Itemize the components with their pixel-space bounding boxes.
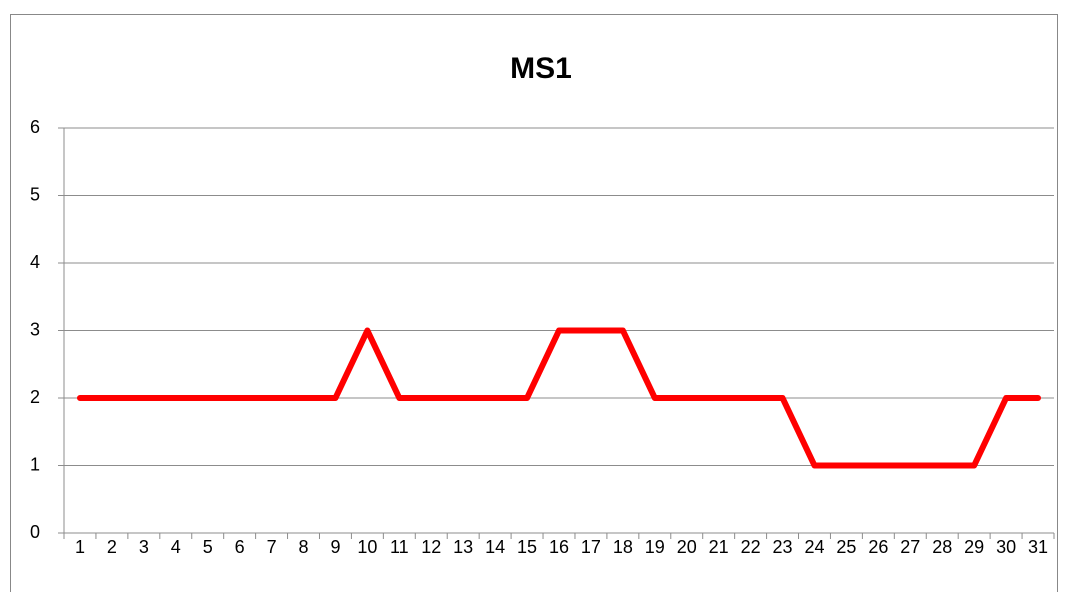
x-tick-label: 17 [581,537,601,557]
x-tick-label: 30 [996,537,1016,557]
y-tick-label: 4 [30,252,40,272]
y-tick-label: 5 [30,184,40,204]
x-tick-label: 4 [171,537,181,557]
x-tick-label: 8 [299,537,309,557]
x-tick-label: 29 [964,537,984,557]
x-tick-label: 11 [390,537,409,557]
chart-frame [10,14,1058,592]
x-tick-label: 3 [139,537,149,557]
x-tick-label: 19 [645,537,665,557]
x-tick-label: 25 [836,537,856,557]
x-tick-label: 26 [868,537,888,557]
x-tick-label: 13 [453,537,473,557]
y-tick-label: 1 [30,454,40,474]
x-tick-label: 16 [549,537,569,557]
x-tick-label: 24 [804,537,824,557]
y-tick-label: 6 [30,117,40,137]
x-tick-label: 14 [485,537,505,557]
x-tick-label: 23 [773,537,793,557]
x-tick-label: 28 [932,537,952,557]
data-line [76,327,1042,469]
x-tick-label: 10 [357,537,377,557]
x-tick-label: 12 [421,537,441,557]
x-tick-label: 18 [613,537,633,557]
x-tick-label: 2 [107,537,117,557]
x-tick-label: 22 [741,537,761,557]
y-tick-label: 2 [30,387,40,407]
x-tick-label: 6 [235,537,245,557]
chart-title: MS1 [510,52,572,85]
x-tick-label: 7 [267,537,277,557]
x-tick-label: 15 [517,537,537,557]
y-tick-label: 3 [30,319,40,339]
x-tick-label: 31 [1028,537,1048,557]
x-tick-label: 9 [330,537,340,557]
x-tick-label: 27 [900,537,920,557]
x-tick-label: 1 [75,537,85,557]
y-tick-label: 0 [30,522,40,542]
x-tick-label: 5 [203,537,213,557]
x-tick-label: 20 [677,537,697,557]
x-tick-label: 21 [709,537,729,557]
